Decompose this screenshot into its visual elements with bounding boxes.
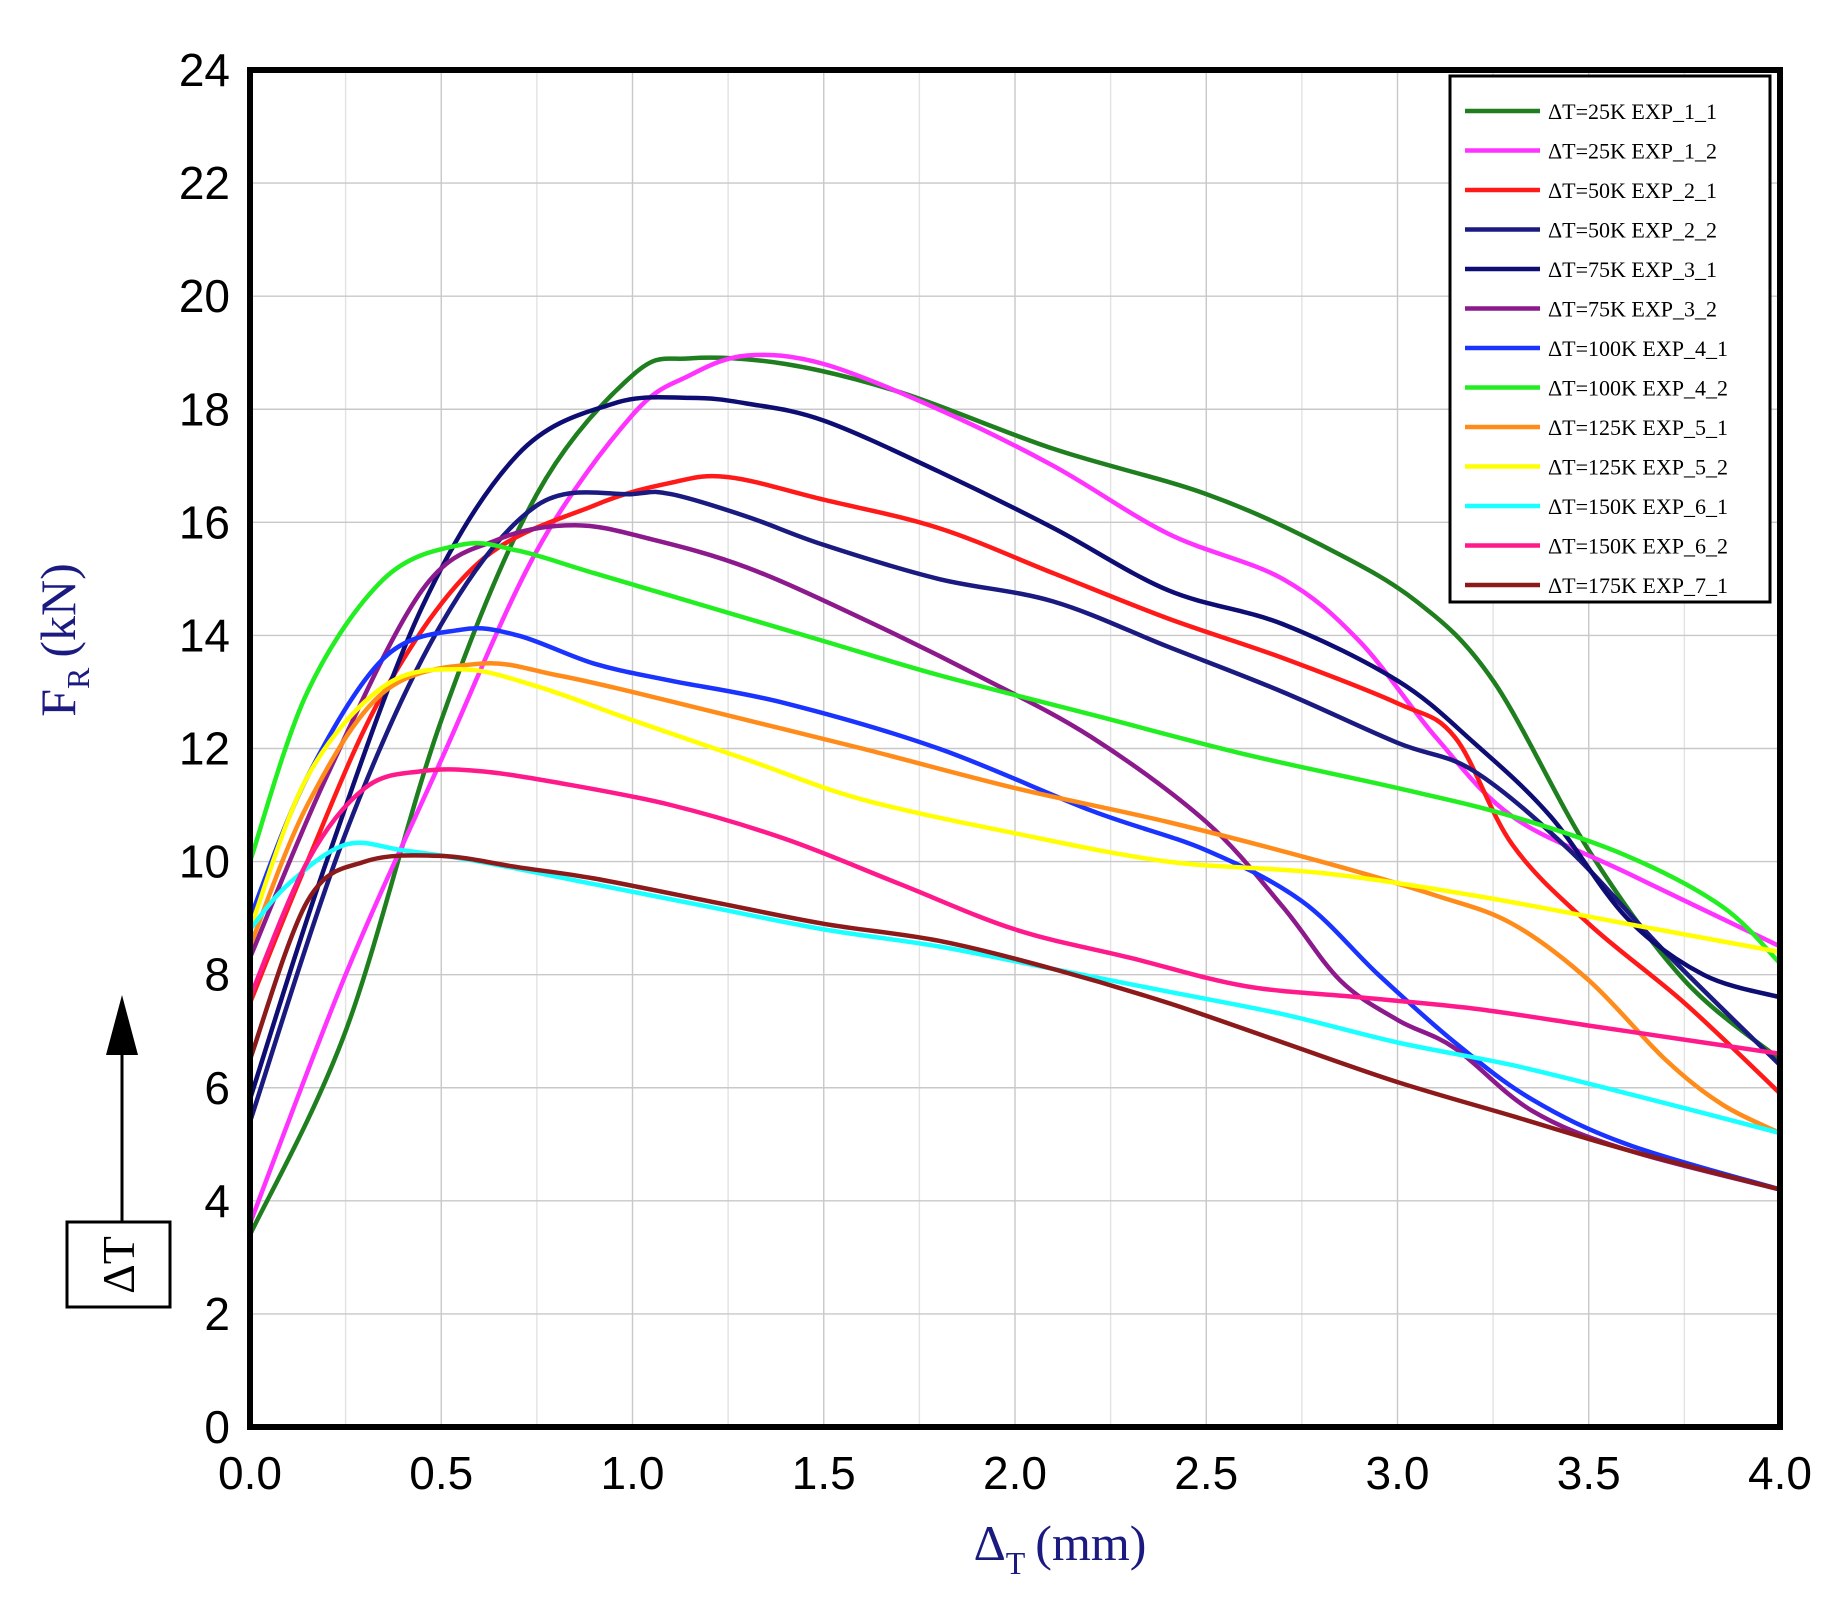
y-tick-label: 22 [179, 157, 230, 209]
legend-label: ΔT=50K EXP_2_2 [1548, 218, 1717, 243]
y-axis-title: FR(kN) [30, 563, 96, 717]
y-tick-label: 18 [179, 383, 230, 435]
x-tick-label: 0.0 [218, 1447, 282, 1499]
legend-label: ΔT=150K EXP_6_2 [1548, 534, 1728, 559]
y-tick-label: 20 [179, 270, 230, 322]
series-lines [247, 352, 1783, 1238]
y-tick-label: 8 [204, 949, 230, 1001]
annotation-label: ΔT [93, 1236, 144, 1294]
legend-box [1448, 74, 1772, 604]
legend-label: ΔT=75K EXP_3_1 [1548, 257, 1717, 282]
y-tick-label: 0 [204, 1401, 230, 1453]
delta-t-annotation: ΔT [65, 995, 172, 1309]
series-line [247, 394, 1783, 1102]
series-line [247, 853, 1783, 1192]
legend-label: ΔT=125K EXP_5_1 [1548, 415, 1728, 440]
x-tick-label: 2.0 [983, 1447, 1047, 1499]
annotation-box [65, 1220, 172, 1309]
series-line [247, 473, 1783, 1096]
legend-label: ΔT=25K EXP_1_1 [1548, 99, 1717, 124]
series-line [247, 840, 1783, 1136]
y-tick-label: 10 [179, 836, 230, 888]
x-tick-label: 3.0 [1366, 1447, 1430, 1499]
plot-frame [247, 67, 1783, 1430]
series-line [247, 540, 1783, 966]
x-axis-title: ΔT (mm) [974, 1515, 1147, 1581]
y-tick-label: 4 [204, 1175, 230, 1227]
y-tick-label: 12 [179, 723, 230, 775]
axis-ticks: 0.0 0.5 1.0 1.5 2.0 2.5 3.0 3.5 4.00246810121416… [179, 44, 1812, 1499]
legend-label: ΔT=150K EXP_6_1 [1548, 494, 1728, 519]
legend-label: ΔT=100K EXP_4_1 [1548, 336, 1728, 361]
x-tick-label: 1.5 [792, 1447, 856, 1499]
legend: ΔT=25K EXP_1_1 ΔT=25K EXP_1_2 ΔT=50K EXP_2… [1448, 74, 1772, 604]
x-tick-label: 2.5 [1174, 1447, 1238, 1499]
series-line [247, 352, 1783, 1226]
legend-label: ΔT=50K EXP_2_1 [1548, 178, 1717, 203]
legend-label: ΔT=175K EXP_7_1 [1548, 573, 1728, 598]
series-line [247, 355, 1783, 1238]
legend-label: ΔT=75K EXP_3_2 [1548, 297, 1717, 322]
y-tick-label: 6 [204, 1062, 230, 1114]
legend-label: ΔT=100K EXP_4_2 [1548, 376, 1728, 401]
x-tick-label: 0.5 [409, 1447, 473, 1499]
series-line [247, 489, 1783, 1124]
y-tick-label: 2 [204, 1288, 230, 1340]
y-tick-label: 14 [179, 609, 230, 661]
x-tick-label: 1.0 [601, 1447, 665, 1499]
series-line [247, 626, 1783, 1192]
y-tick-label: 24 [179, 44, 230, 96]
legend-label: ΔT=25K EXP_1_2 [1548, 139, 1717, 164]
x-tick-label: 3.5 [1557, 1447, 1621, 1499]
series-line [247, 767, 1783, 1057]
y-tick-label: 16 [179, 496, 230, 548]
series-line [247, 667, 1783, 955]
annotation-arrow-up-icon [106, 995, 138, 1055]
x-tick-label: 4.0 [1748, 1447, 1812, 1499]
legend-label: ΔT=125K EXP_5_2 [1548, 455, 1728, 480]
